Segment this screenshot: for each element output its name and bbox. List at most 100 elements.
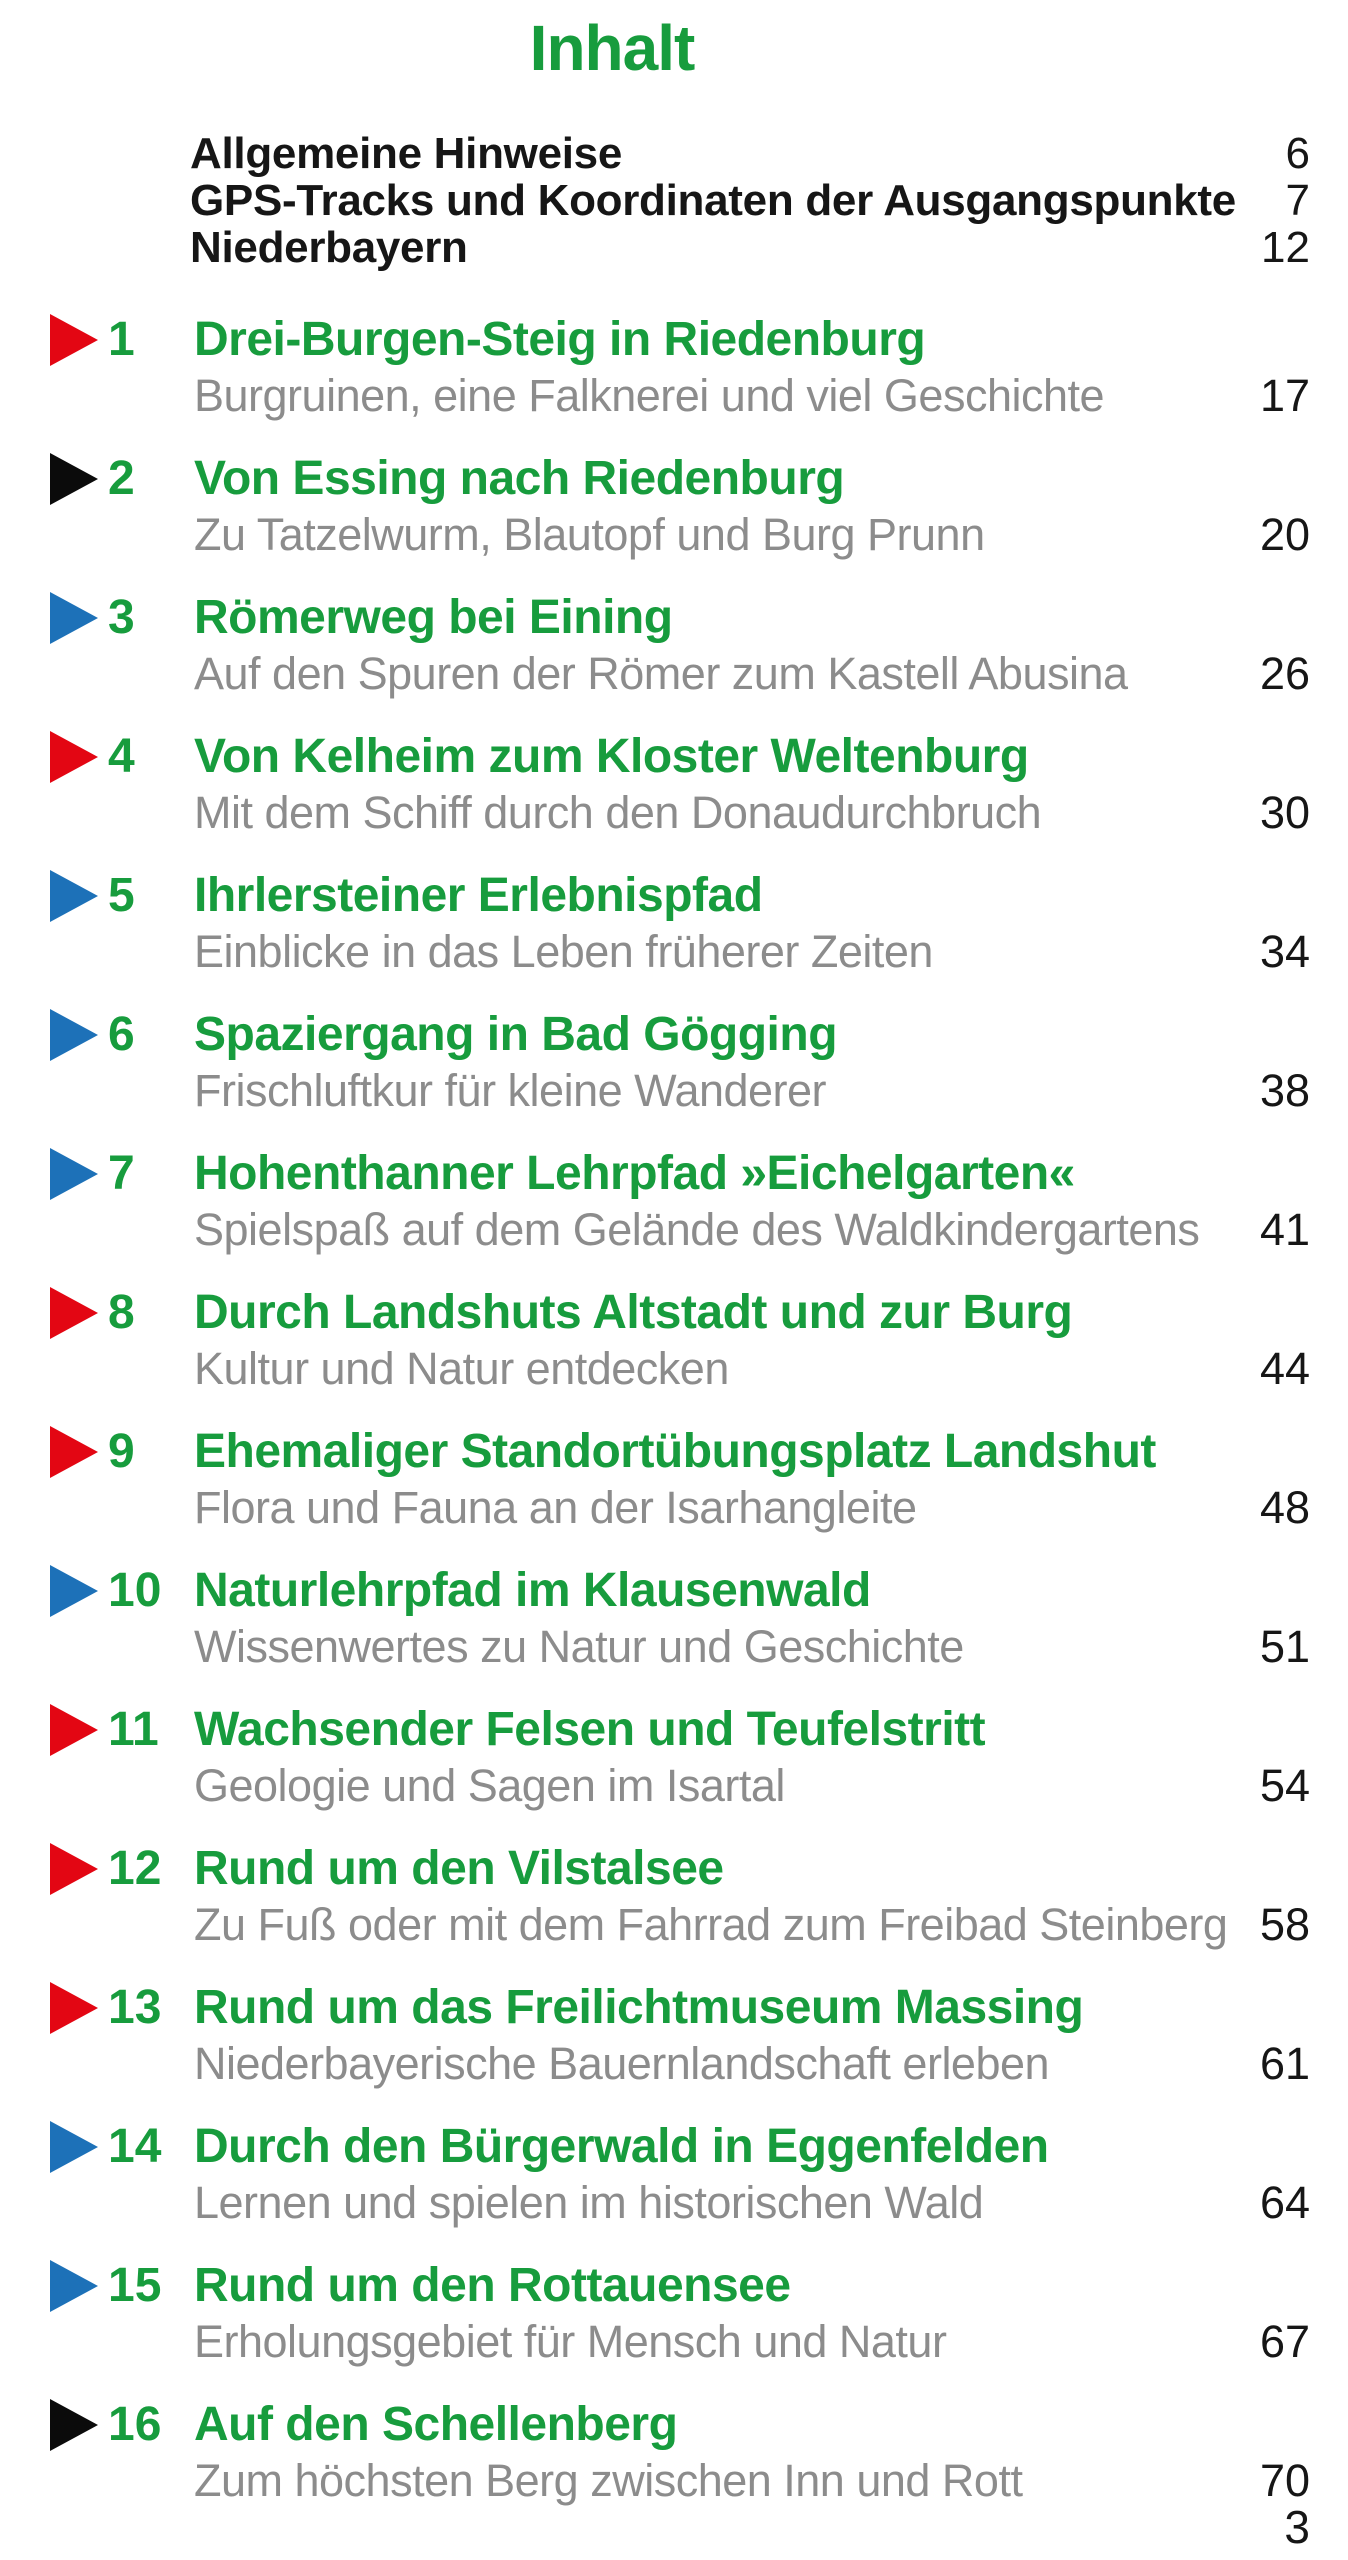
route-page-number: 64 xyxy=(1259,2177,1310,2228)
route-entry-body: Von Essing nach Riedenburg Zu Tatzelwurm… xyxy=(194,450,1310,562)
route-page-number: 54 xyxy=(1259,1760,1310,1811)
route-arrow-icon xyxy=(50,1148,98,1200)
route-subtitle: Zum höchsten Berg zwischen Inn und Rott xyxy=(194,2455,1023,2506)
route-number: 8 xyxy=(108,1286,135,1339)
route-entry: 13 Rund um das Freilichtmuseum Massing N… xyxy=(50,1979,1310,2091)
route-arrow-icon xyxy=(50,1009,98,1061)
route-page-number: 38 xyxy=(1259,1065,1310,1116)
route-subtitle: Zu Tatzelwurm, Blautopf und Burg Prunn xyxy=(194,509,985,560)
route-entry: 11 Wachsender Felsen und Teufelstritt Ge… xyxy=(50,1701,1310,1813)
front-matter-page-number: 6 xyxy=(1285,129,1310,178)
route-title: Durch Landshuts Altstadt und zur Burg xyxy=(194,1286,1073,1339)
route-entry-body: Rund um den Rottauensee Erholungsgebiet … xyxy=(194,2257,1310,2369)
route-number: 1 xyxy=(108,313,135,366)
route-entry: 5 Ihrlersteiner Erlebnispfad Einblicke i… xyxy=(50,867,1310,979)
route-title: Wachsender Felsen und Teufelstritt xyxy=(194,1703,986,1756)
route-number: 13 xyxy=(108,1981,162,2034)
route-number: 3 xyxy=(108,591,135,644)
route-subtitle-row: Geologie und Sagen im Isartal 54 xyxy=(194,1759,1310,1813)
route-page-number: 70 xyxy=(1259,2455,1310,2506)
front-matter-row: GPS-Tracks und Koordinaten der Ausgangsp… xyxy=(190,177,1310,224)
route-entry-body: Rund um den Vilstalsee Zu Fuß oder mit d… xyxy=(194,1840,1310,1952)
route-number: 6 xyxy=(108,1008,135,1061)
route-subtitle-row: Spielspaß auf dem Gelände des Waldkinder… xyxy=(194,1203,1310,1257)
route-entry: 4 Von Kelheim zum Kloster Weltenburg Mit… xyxy=(50,728,1310,840)
route-arrow-icon xyxy=(50,1287,98,1339)
front-matter-label: GPS-Tracks und Koordinaten der Ausgangsp… xyxy=(190,176,1236,225)
route-entry-body: Spaziergang in Bad Gögging Frischluftkur… xyxy=(194,1006,1310,1118)
route-entry: 2 Von Essing nach Riedenburg Zu Tatzelwu… xyxy=(50,450,1310,562)
route-entry: 9 Ehemaliger Standortübungsplatz Landshu… xyxy=(50,1423,1310,1535)
route-number: 12 xyxy=(108,1842,162,1895)
route-entry-body: Naturlehrpfad im Klausenwald Wissenwerte… xyxy=(194,1562,1310,1674)
route-subtitle: Niederbayerische Bauernlandschaft erlebe… xyxy=(194,2038,1050,2089)
route-subtitle: Einblicke in das Leben früherer Zeiten xyxy=(194,926,933,977)
route-title: Durch den Bürgerwald in Eggenfelden xyxy=(194,2120,1049,2173)
route-subtitle: Frischluftkur für kleine Wanderer xyxy=(194,1065,827,1116)
route-subtitle-row: Wissenwertes zu Natur und Geschichte 51 xyxy=(194,1620,1310,1674)
route-title: Rund um das Freilichtmuseum Massing xyxy=(194,1981,1084,2034)
route-page-number: 41 xyxy=(1259,1204,1310,1255)
route-title: Von Kelheim zum Kloster Weltenburg xyxy=(194,730,1029,783)
route-title: Ihrlersteiner Erlebnispfad xyxy=(194,869,763,922)
route-subtitle: Kultur und Natur entdecken xyxy=(194,1343,729,1394)
front-matter-list: Allgemeine Hinweise 6 GPS-Tracks und Koo… xyxy=(190,130,1310,271)
route-page-number: 44 xyxy=(1259,1343,1310,1394)
route-entry-body: Wachsender Felsen und Teufelstritt Geolo… xyxy=(194,1701,1310,1813)
route-arrow-icon xyxy=(50,2399,98,2451)
route-title: Römerweg bei Eining xyxy=(194,591,673,644)
front-matter-page-number: 12 xyxy=(1261,223,1310,272)
route-subtitle: Mit dem Schiff durch den Donaudurchbruch xyxy=(194,787,1042,838)
route-subtitle: Burgruinen, eine Falknerei und viel Gesc… xyxy=(194,370,1105,421)
route-title: Von Essing nach Riedenburg xyxy=(194,452,845,505)
route-title: Hohenthanner Lehrpfad »Eichelgarten« xyxy=(194,1147,1075,1200)
front-matter-row: Allgemeine Hinweise 6 xyxy=(190,130,1310,177)
route-entry-body: Durch Landshuts Altstadt und zur Burg Ku… xyxy=(194,1284,1310,1396)
route-arrow-icon xyxy=(50,592,98,644)
route-subtitle-row: Lernen und spielen im historischen Wald … xyxy=(194,2176,1310,2230)
route-subtitle-row: Zu Tatzelwurm, Blautopf und Burg Prunn 2… xyxy=(194,508,1310,562)
route-subtitle-row: Erholungsgebiet für Mensch und Natur 67 xyxy=(194,2315,1310,2369)
route-number: 15 xyxy=(108,2259,162,2312)
route-subtitle-row: Auf den Spuren der Römer zum Kastell Abu… xyxy=(194,647,1310,701)
route-title: Spaziergang in Bad Gögging xyxy=(194,1008,838,1061)
route-arrow-icon xyxy=(50,1704,98,1756)
route-page-number: 67 xyxy=(1259,2316,1310,2367)
route-page-number: 17 xyxy=(1259,370,1310,421)
page-header: Inhalt xyxy=(0,0,1348,84)
route-entry: 8 Durch Landshuts Altstadt und zur Burg … xyxy=(50,1284,1310,1396)
route-entry-body: Rund um das Freilichtmuseum Massing Nied… xyxy=(194,1979,1310,2091)
route-number: 14 xyxy=(108,2120,162,2173)
route-entry: 10 Naturlehrpfad im Klausenwald Wissenwe… xyxy=(50,1562,1310,1674)
route-page-number: 48 xyxy=(1259,1482,1310,1533)
route-subtitle: Flora und Fauna an der Isarhangleite xyxy=(194,1482,917,1533)
route-entry-body: Von Kelheim zum Kloster Weltenburg Mit d… xyxy=(194,728,1310,840)
route-subtitle-row: Niederbayerische Bauernlandschaft erlebe… xyxy=(194,2037,1310,2091)
route-subtitle: Geologie und Sagen im Isartal xyxy=(194,1760,785,1811)
route-entry-body: Auf den Schellenberg Zum höchsten Berg z… xyxy=(194,2396,1310,2508)
route-page-number: 58 xyxy=(1259,1899,1310,1950)
route-title: Auf den Schellenberg xyxy=(194,2398,678,2451)
route-arrow-icon xyxy=(50,2260,98,2312)
route-subtitle: Zu Fuß oder mit dem Fahrrad zum Freibad … xyxy=(194,1899,1228,1950)
route-arrow-icon xyxy=(50,1843,98,1895)
route-arrow-icon xyxy=(50,453,98,505)
front-matter-label: Allgemeine Hinweise xyxy=(190,129,623,178)
route-entry: 16 Auf den Schellenberg Zum höchsten Ber… xyxy=(50,2396,1310,2508)
route-entry: 14 Durch den Bürgerwald in Eggenfelden L… xyxy=(50,2118,1310,2230)
route-entry-body: Ehemaliger Standortübungsplatz Landshut … xyxy=(194,1423,1310,1535)
route-arrow-icon xyxy=(50,2121,98,2173)
route-subtitle-row: Mit dem Schiff durch den Donaudurchbruch… xyxy=(194,786,1310,840)
route-page-number: 20 xyxy=(1259,509,1310,560)
route-number: 16 xyxy=(108,2398,162,2451)
route-subtitle-row: Einblicke in das Leben früherer Zeiten 3… xyxy=(194,925,1310,979)
route-title: Drei-Burgen-Steig in Riedenburg xyxy=(194,313,926,366)
route-entry: 6 Spaziergang in Bad Gögging Frischluftk… xyxy=(50,1006,1310,1118)
front-matter-page-number: 7 xyxy=(1285,176,1310,225)
route-arrow-icon xyxy=(50,1565,98,1617)
route-page-number: 34 xyxy=(1259,926,1310,977)
route-entry-body: Drei-Burgen-Steig in Riedenburg Burgruin… xyxy=(194,311,1310,423)
route-subtitle: Lernen und spielen im historischen Wald xyxy=(194,2177,984,2228)
route-entries-list: 1 Drei-Burgen-Steig in Riedenburg Burgru… xyxy=(0,311,1348,2508)
route-page-number: 61 xyxy=(1259,2038,1310,2089)
